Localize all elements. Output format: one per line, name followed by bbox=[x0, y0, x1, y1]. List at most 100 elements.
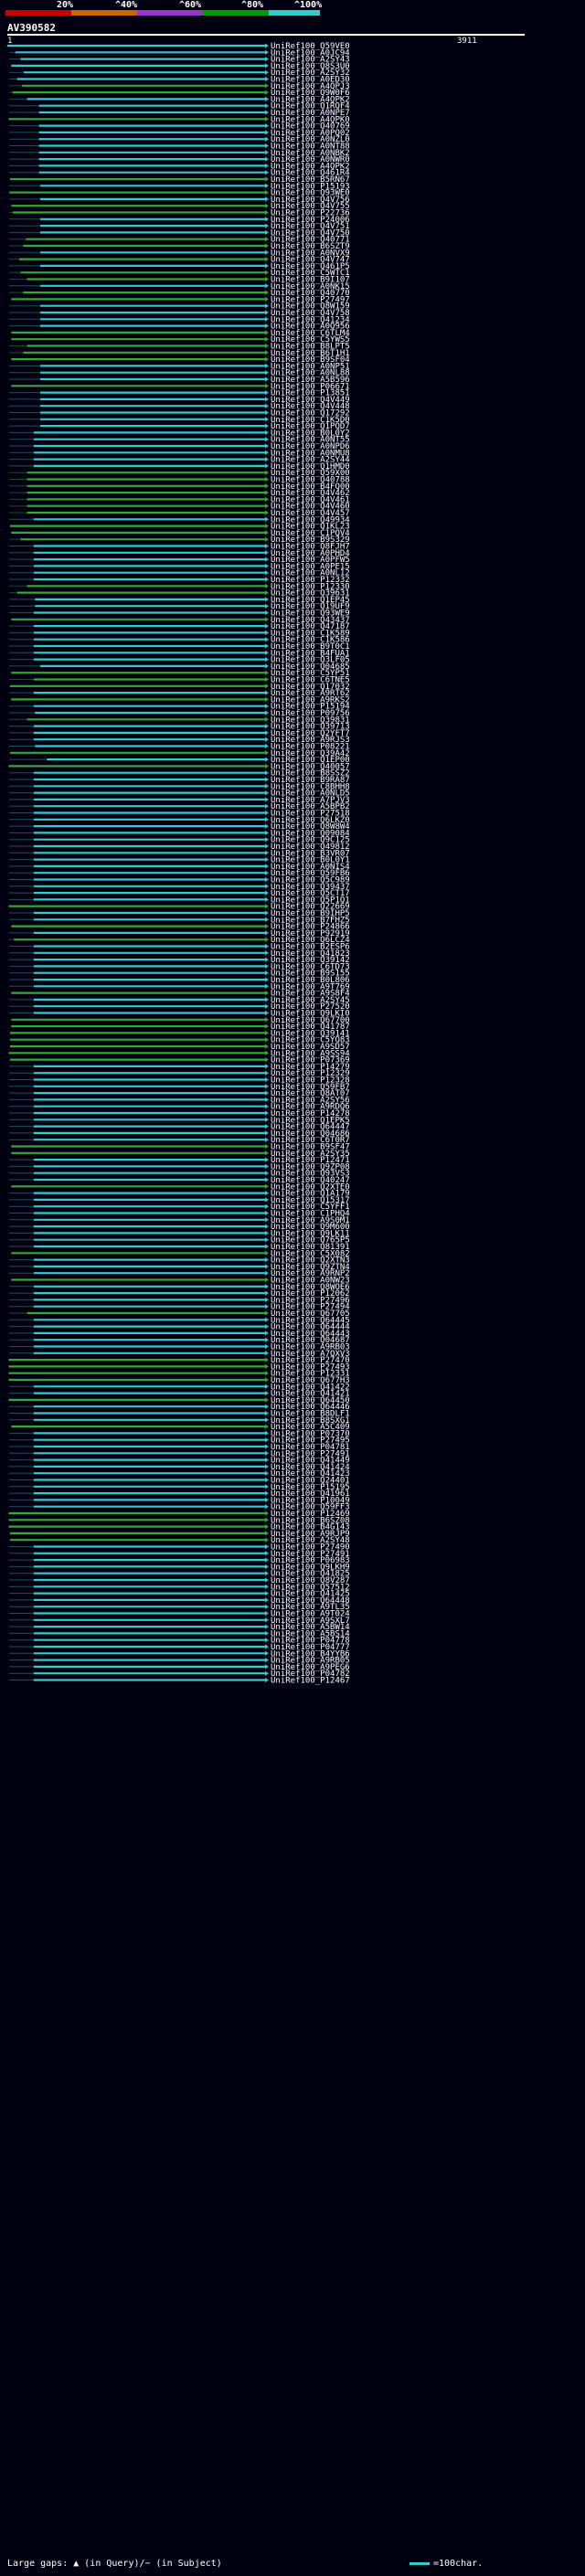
hit-label[interactable]: UniRef100_Q4V448 bbox=[271, 402, 350, 411]
hit-label[interactable]: UniRef100_A0NIS4 bbox=[271, 863, 350, 872]
hit-label[interactable]: UniRef100_B6SZ08 bbox=[271, 1516, 350, 1525]
hit-label[interactable]: UniRef100_A5BPB2 bbox=[271, 802, 350, 811]
hit-label[interactable]: UniRef100_Q39831 bbox=[271, 716, 350, 725]
hit-label[interactable]: UniRef100_Q461R4 bbox=[271, 169, 350, 178]
hit-label[interactable]: UniRef100_A0NMU8 bbox=[271, 449, 350, 458]
hit-label[interactable]: UniRef100_Q8AT07 bbox=[271, 1089, 350, 1098]
hit-label[interactable]: UniRef100_P08221 bbox=[271, 743, 350, 752]
hit-label[interactable]: UniRef100_Q43437 bbox=[271, 616, 350, 625]
hit-label[interactable]: UniRef100_A5B596 bbox=[271, 376, 350, 385]
hit-label[interactable]: UniRef100_Q39713 bbox=[271, 723, 350, 732]
hit-label[interactable]: UniRef100_P12469 bbox=[271, 1510, 350, 1519]
hit-label[interactable]: UniRef100_P14278 bbox=[271, 1109, 350, 1118]
hit-label[interactable]: UniRef100_Q6LCZ4 bbox=[271, 936, 350, 945]
hit-label[interactable]: UniRef100_Q1RQF4 bbox=[271, 102, 350, 111]
hit-label[interactable]: UniRef100_A0NL12 bbox=[271, 569, 350, 578]
hit-label[interactable]: UniRef100_Q8V287 bbox=[271, 1576, 350, 1585]
hit-label[interactable]: UniRef100_Q64448 bbox=[271, 1596, 350, 1606]
hit-label[interactable]: UniRef100_Q4V750 bbox=[271, 228, 350, 238]
hit-label[interactable]: UniRef100_Q9ZP08 bbox=[271, 1162, 350, 1171]
hit-label[interactable]: UniRef100_A2SY43 bbox=[271, 56, 350, 65]
hit-label[interactable]: UniRef100_P24866 bbox=[271, 923, 350, 932]
hit-label[interactable]: UniRef100_C8BHH8 bbox=[271, 782, 350, 791]
hit-label[interactable]: UniRef100_P04778 bbox=[271, 1637, 350, 1646]
hit-label[interactable]: UniRef100_A0NBK2 bbox=[271, 149, 350, 158]
hit-label[interactable]: UniRef100_B9IHP5 bbox=[271, 909, 350, 918]
hit-label[interactable]: UniRef100_A0PE15 bbox=[271, 562, 350, 571]
hit-label[interactable]: UniRef100_P27494 bbox=[271, 1303, 350, 1312]
hit-label[interactable]: UniRef100_B4YYB6 bbox=[271, 1649, 350, 1659]
hit-label[interactable]: UniRef100_Q59FF3 bbox=[271, 1503, 350, 1512]
hit-label[interactable]: UniRef100_P04782 bbox=[271, 1670, 350, 1679]
hit-label[interactable]: UniRef100_C1K5D0 bbox=[271, 416, 350, 425]
hit-label[interactable]: UniRef100_A9SD57 bbox=[271, 1043, 350, 1052]
hit-label[interactable]: UniRef100_P27491 bbox=[271, 1449, 350, 1458]
hit-label[interactable]: UniRef100_Q5CT17 bbox=[271, 889, 350, 898]
hit-label[interactable]: UniRef100_Q40770 bbox=[271, 289, 350, 298]
hit-label[interactable]: UniRef100_A9SXL7 bbox=[271, 1617, 350, 1626]
hit-label[interactable]: UniRef100_Q64446 bbox=[271, 1403, 350, 1412]
hit-label[interactable]: UniRef100_B9RA87 bbox=[271, 776, 350, 785]
hit-label[interactable]: UniRef100_Q39142 bbox=[271, 956, 350, 965]
hit-label[interactable]: UniRef100_A0PHD4 bbox=[271, 549, 350, 558]
hit-label[interactable]: UniRef100_Q6LKZ0 bbox=[271, 816, 350, 825]
hit-label[interactable]: UniRef100_A7PJV3 bbox=[271, 796, 350, 805]
hit-label[interactable]: UniRef100_A9RJS3 bbox=[271, 736, 350, 745]
hit-label[interactable]: UniRef100_P27496 bbox=[271, 1296, 350, 1305]
hit-label[interactable]: UniRef100_Q8FJH7 bbox=[271, 543, 350, 552]
hit-label[interactable]: UniRef100_P15194 bbox=[271, 703, 350, 712]
hit-label[interactable]: UniRef100_Q22669 bbox=[271, 903, 350, 912]
hit-label[interactable]: UniRef100_A2SY56 bbox=[271, 1096, 350, 1105]
hit-label[interactable]: UniRef100_P07370 bbox=[271, 1429, 350, 1438]
hit-label[interactable]: UniRef100_P27490 bbox=[271, 1543, 350, 1553]
hit-label[interactable]: UniRef100_Q1EP45 bbox=[271, 596, 350, 605]
hit-label[interactable]: UniRef100_Q41422 bbox=[271, 1383, 350, 1392]
hit-label[interactable]: UniRef100_P27495 bbox=[271, 1436, 350, 1446]
hit-label[interactable]: UniRef100_Q67705 bbox=[271, 1309, 350, 1319]
hit-label[interactable]: UniRef100_Q04686 bbox=[271, 1129, 350, 1139]
hit-label[interactable]: UniRef100_Q49934 bbox=[271, 515, 350, 525]
hit-label[interactable]: UniRef100_Q41423 bbox=[271, 1469, 350, 1479]
hit-label[interactable]: UniRef100_A9RDQ6 bbox=[271, 1103, 350, 1112]
hit-label[interactable]: UniRef100_A0NK15 bbox=[271, 282, 350, 292]
hit-label[interactable]: UniRef100_P27520 bbox=[271, 1002, 350, 1012]
hit-label[interactable]: UniRef100_Q41234 bbox=[271, 315, 350, 324]
hit-label[interactable]: UniRef100_Q09084 bbox=[271, 829, 350, 838]
hit-label[interactable]: UniRef100_A0NWR0 bbox=[271, 155, 350, 164]
hit-label[interactable]: UniRef100_Q4V751 bbox=[271, 222, 350, 231]
hit-label[interactable]: UniRef100_C1K586 bbox=[271, 636, 350, 645]
hit-label[interactable]: UniRef100_Q8WOE6 bbox=[271, 1283, 350, 1292]
hit-label[interactable]: UniRef100_A9RNP2 bbox=[271, 1269, 350, 1278]
hit-label[interactable]: UniRef100_P12331 bbox=[271, 1370, 350, 1379]
hit-label[interactable]: UniRef100_Q04687 bbox=[271, 1336, 350, 1345]
hit-label[interactable]: UniRef100_B0L0Y1 bbox=[271, 856, 350, 865]
hit-label[interactable]: UniRef100_P06983 bbox=[271, 1556, 350, 1565]
hit-label[interactable]: UniRef100_Q59X00 bbox=[271, 469, 350, 478]
hit-label[interactable]: UniRef100_Q41421 bbox=[271, 1390, 350, 1399]
hit-label[interactable]: UniRef100_Q2YFT7 bbox=[271, 729, 350, 738]
hit-label[interactable]: UniRef100_Q64447 bbox=[271, 1123, 350, 1132]
hit-label[interactable]: UniRef100_Q64444 bbox=[271, 1323, 350, 1332]
hit-label[interactable]: UniRef100_Q9C125 bbox=[271, 836, 350, 845]
hit-label[interactable]: UniRef100_A0NT55 bbox=[271, 436, 350, 445]
hit-label[interactable]: UniRef100_Q19UF9 bbox=[271, 602, 350, 611]
hit-label[interactable]: UniRef100_C5YP51 bbox=[271, 669, 350, 678]
hit-label[interactable]: UniRef100_P12328 bbox=[271, 1076, 350, 1086]
hit-label[interactable]: UniRef100_B4G143 bbox=[271, 1523, 350, 1532]
hit-label[interactable]: UniRef100_Q8W8W4 bbox=[271, 822, 350, 832]
hit-label[interactable]: UniRef100_Q9LKH9 bbox=[271, 1563, 350, 1572]
hit-label[interactable]: UniRef100_A9T024 bbox=[271, 1610, 350, 1619]
hit-label[interactable]: UniRef100_Q4V449 bbox=[271, 396, 350, 405]
hit-label[interactable]: UniRef100_Q5C989 bbox=[271, 876, 350, 885]
hit-label[interactable]: UniRef100_A0NT88 bbox=[271, 143, 350, 152]
hit-label[interactable]: UniRef100_Q40788 bbox=[271, 476, 350, 485]
hit-label[interactable]: UniRef100_P07369 bbox=[271, 1056, 350, 1065]
hit-label[interactable]: UniRef100_Q59VE0 bbox=[271, 42, 350, 51]
hit-label[interactable]: UniRef100_Q39631 bbox=[271, 589, 350, 599]
hit-label[interactable]: UniRef100_P12330 bbox=[271, 582, 350, 591]
hit-label[interactable]: UniRef100_P04777 bbox=[271, 1643, 350, 1652]
hit-label[interactable]: UniRef100_P12329 bbox=[271, 1069, 350, 1078]
hit-label[interactable]: UniRef100_P04781 bbox=[271, 1443, 350, 1452]
hit-label[interactable]: UniRef100_P27497 bbox=[271, 295, 350, 304]
hit-label[interactable]: UniRef100_B3VR07 bbox=[271, 849, 350, 858]
